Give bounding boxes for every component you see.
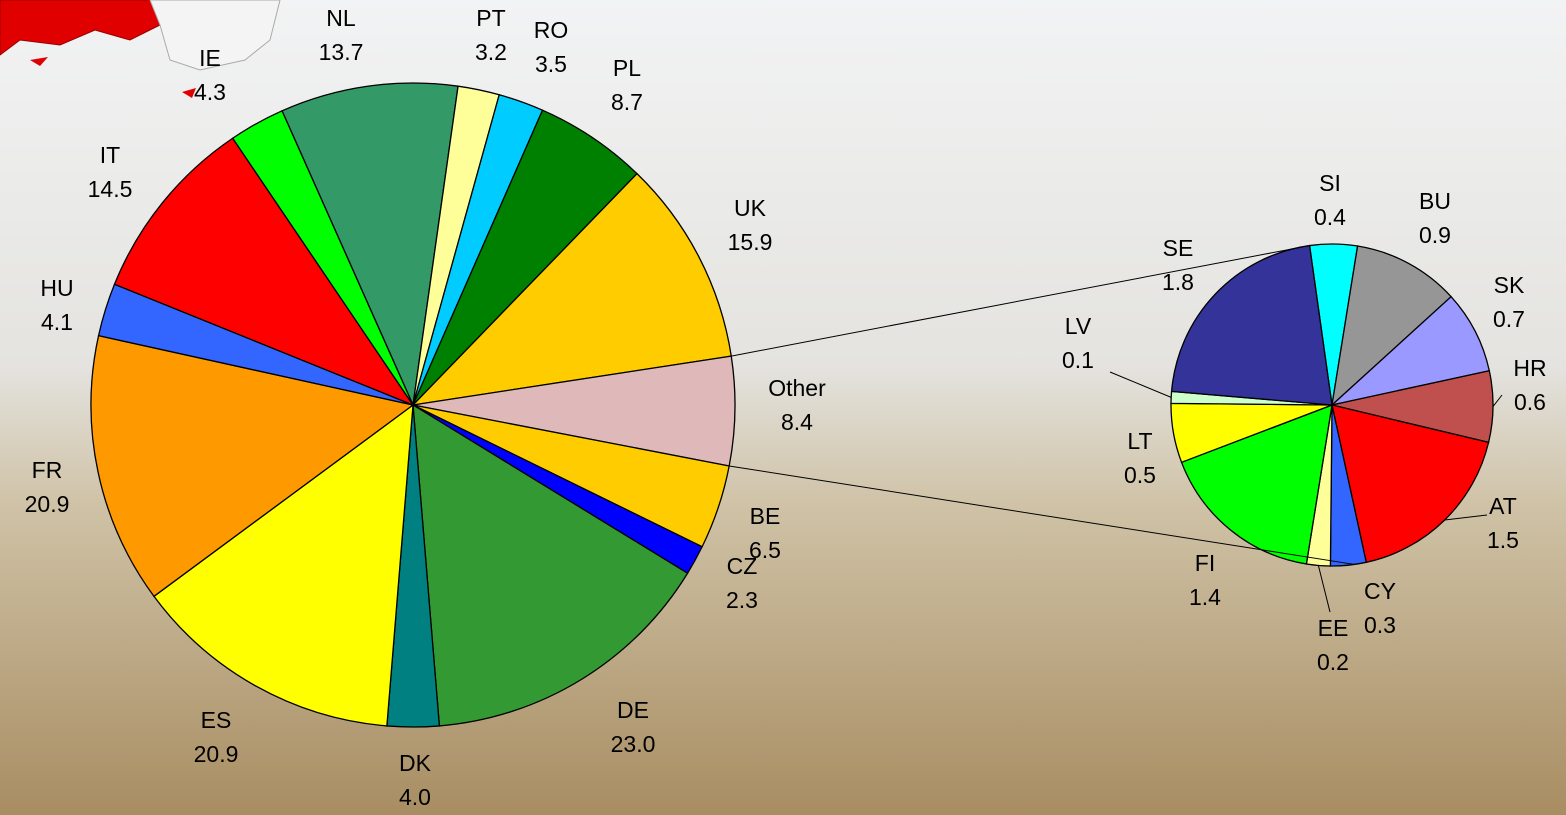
slice-value-label: 1.5	[1487, 527, 1519, 553]
slice-value-label: 0.5	[1124, 462, 1156, 488]
chart: NL13.7PT3.2RO3.5PL8.7UK15.9Other8.4BE6.5…	[0, 0, 1566, 815]
slice-value-label: 0.6	[1514, 389, 1546, 415]
slice-value-label: 0.2	[1317, 649, 1349, 675]
slice-label: CY	[1364, 578, 1396, 604]
slice-value-label: 0.7	[1493, 306, 1525, 332]
slice-label: FR	[32, 457, 63, 483]
slice-value-label: 8.7	[611, 89, 643, 115]
slice-label: LT	[1127, 428, 1152, 454]
slice-label: SE	[1163, 235, 1194, 261]
slice-label: LV	[1065, 313, 1092, 339]
slice-value-label: 3.5	[535, 51, 567, 77]
slice-label: PL	[613, 55, 641, 81]
slice-value-label: 0.9	[1419, 222, 1451, 248]
slice-value-label: 4.1	[41, 309, 73, 335]
slice-label: HU	[40, 275, 73, 301]
slice-label: Other	[768, 375, 826, 401]
slice-label: EE	[1318, 615, 1349, 641]
slice-label: FI	[1195, 550, 1215, 576]
slice-label: BU	[1419, 188, 1451, 214]
slice-label: CZ	[727, 553, 758, 579]
slice-label: PT	[476, 5, 505, 31]
slice-value-label: 20.9	[194, 741, 239, 767]
slice-value-label: 0.3	[1364, 612, 1396, 638]
slice-label: BE	[750, 503, 781, 529]
slice-label: SI	[1319, 170, 1341, 196]
slice-label: RO	[534, 17, 569, 43]
slice-value-label: 2.3	[726, 587, 758, 613]
slice-label: UK	[734, 195, 767, 221]
slice-value-label: 13.7	[319, 39, 364, 65]
slice-label: DE	[617, 697, 649, 723]
slice-value-label: 14.5	[88, 176, 133, 202]
slice-label: IT	[100, 142, 120, 168]
slice-value-label: 1.4	[1189, 584, 1221, 610]
slice-value-label: 23.0	[611, 731, 656, 757]
slice-value-label: 15.9	[728, 229, 773, 255]
slice-label: AT	[1489, 493, 1517, 519]
slice-label: DK	[399, 750, 432, 776]
slice-label: SK	[1494, 272, 1525, 298]
slice-value-label: 20.9	[25, 491, 70, 517]
slice-label: ES	[201, 707, 232, 733]
slice-value-label: 4.3	[194, 79, 226, 105]
slice-value-label: 0.4	[1314, 204, 1346, 230]
slice-value-label: 3.2	[475, 39, 507, 65]
slice-label: NL	[326, 5, 356, 31]
slice-value-label: 4.0	[399, 784, 431, 810]
slice-label: HR	[1513, 355, 1546, 381]
slice-value-label: 0.1	[1062, 347, 1094, 373]
slice-label: IE	[199, 45, 221, 71]
slice-value-label: 8.4	[781, 409, 813, 435]
